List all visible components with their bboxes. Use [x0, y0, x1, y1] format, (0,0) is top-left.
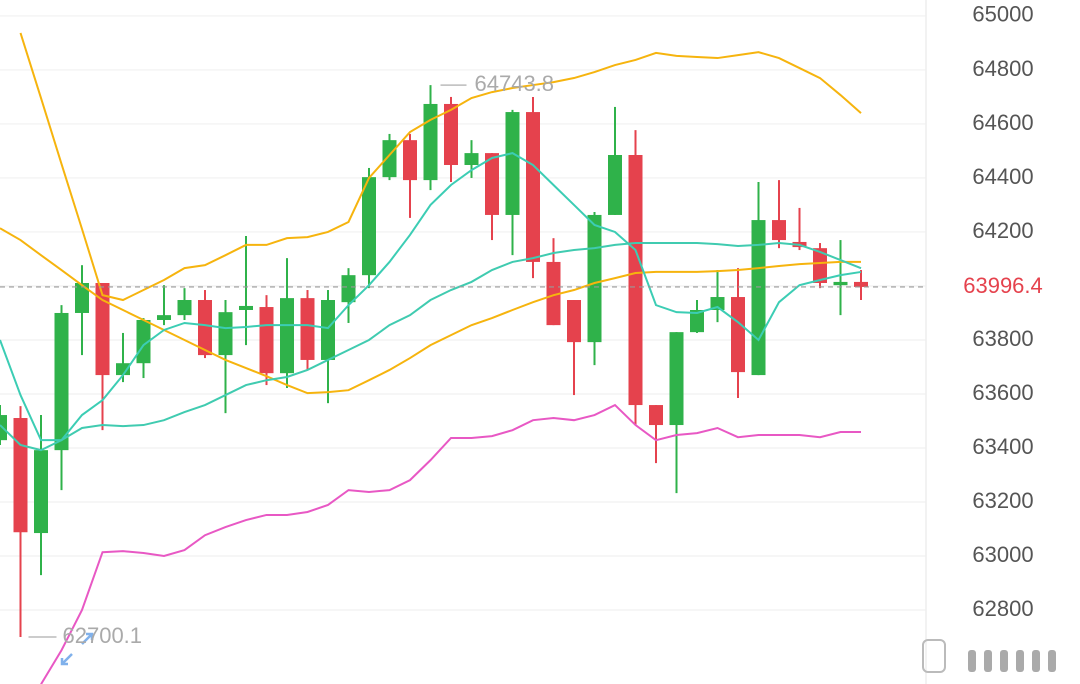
y-tick-label: 63600	[972, 380, 1033, 405]
candle-body	[280, 298, 294, 374]
candle-body	[95, 282, 110, 376]
icon[interactable]	[922, 639, 946, 673]
y-tick-label: 64800	[972, 56, 1033, 81]
candle-body	[54, 312, 69, 451]
candle-body	[403, 140, 417, 181]
candle-body	[157, 315, 171, 320]
candle-body	[772, 220, 786, 241]
candle-body	[239, 305, 253, 311]
candle-body	[423, 103, 438, 181]
candle-body	[34, 450, 48, 534]
indicator-line	[19, 32, 862, 302]
candle-body	[341, 275, 356, 303]
y-tick-label: 62800	[972, 596, 1033, 621]
candle-body	[362, 177, 376, 276]
candle-body	[669, 332, 684, 426]
candle-body	[116, 363, 130, 376]
last-price-label: 63996.4	[963, 273, 1043, 298]
y-tick-label: 64600	[972, 110, 1033, 135]
indicator-line	[0, 152, 862, 442]
candle-body	[218, 312, 233, 356]
y-tick-label: 65000	[972, 2, 1033, 27]
icon[interactable]	[60, 632, 94, 666]
icon[interactable]	[968, 650, 976, 672]
candle-body	[259, 307, 274, 374]
indicator-line	[0, 242, 862, 452]
y-tick-label: 63000	[972, 542, 1033, 567]
candle-body	[300, 298, 315, 360]
y-tick-label: 64200	[972, 218, 1033, 243]
icon[interactable]	[1048, 650, 1056, 672]
icon[interactable]	[1016, 650, 1024, 672]
candle-body	[567, 300, 581, 343]
low-label: 62700.1	[63, 623, 143, 648]
candle-body	[608, 155, 622, 215]
y-tick-label: 63800	[972, 326, 1033, 351]
candle-body	[13, 418, 28, 533]
candle-body	[464, 153, 479, 165]
candle-body	[833, 281, 848, 286]
candle-body	[505, 112, 520, 215]
y-tick-label: 63200	[972, 488, 1033, 513]
icon[interactable]	[984, 650, 992, 672]
indicator-line	[40, 403, 861, 684]
high-label: 64743.8	[475, 71, 555, 96]
candle-body	[710, 297, 725, 311]
candle-body	[444, 103, 458, 165]
candle-body	[321, 300, 335, 360]
toolbar-icons[interactable]	[922, 639, 1056, 673]
icon[interactable]	[1032, 650, 1040, 672]
indicator-line	[0, 227, 861, 395]
candle-body	[731, 297, 745, 373]
candle-body	[485, 153, 499, 215]
candle-body	[751, 220, 766, 376]
icon[interactable]	[1000, 650, 1008, 672]
y-tick-label: 64400	[972, 164, 1033, 189]
candle-body	[628, 155, 643, 406]
candle-body	[75, 282, 89, 313]
candle-body	[649, 405, 663, 426]
candle-body	[546, 261, 561, 326]
candle-body	[526, 112, 540, 262]
candle-body	[854, 281, 868, 287]
candle-body	[813, 248, 827, 283]
candle-body	[136, 319, 151, 364]
candle-body	[382, 140, 397, 178]
candle-body	[690, 310, 704, 333]
candle-body	[177, 300, 192, 316]
expand-icon[interactable]	[60, 632, 94, 666]
candle-body	[198, 300, 212, 356]
plot-area	[0, 15, 926, 684]
y-tick-label: 63400	[972, 434, 1033, 459]
last-price-box	[940, 270, 1070, 303]
candle-body	[587, 214, 602, 343]
